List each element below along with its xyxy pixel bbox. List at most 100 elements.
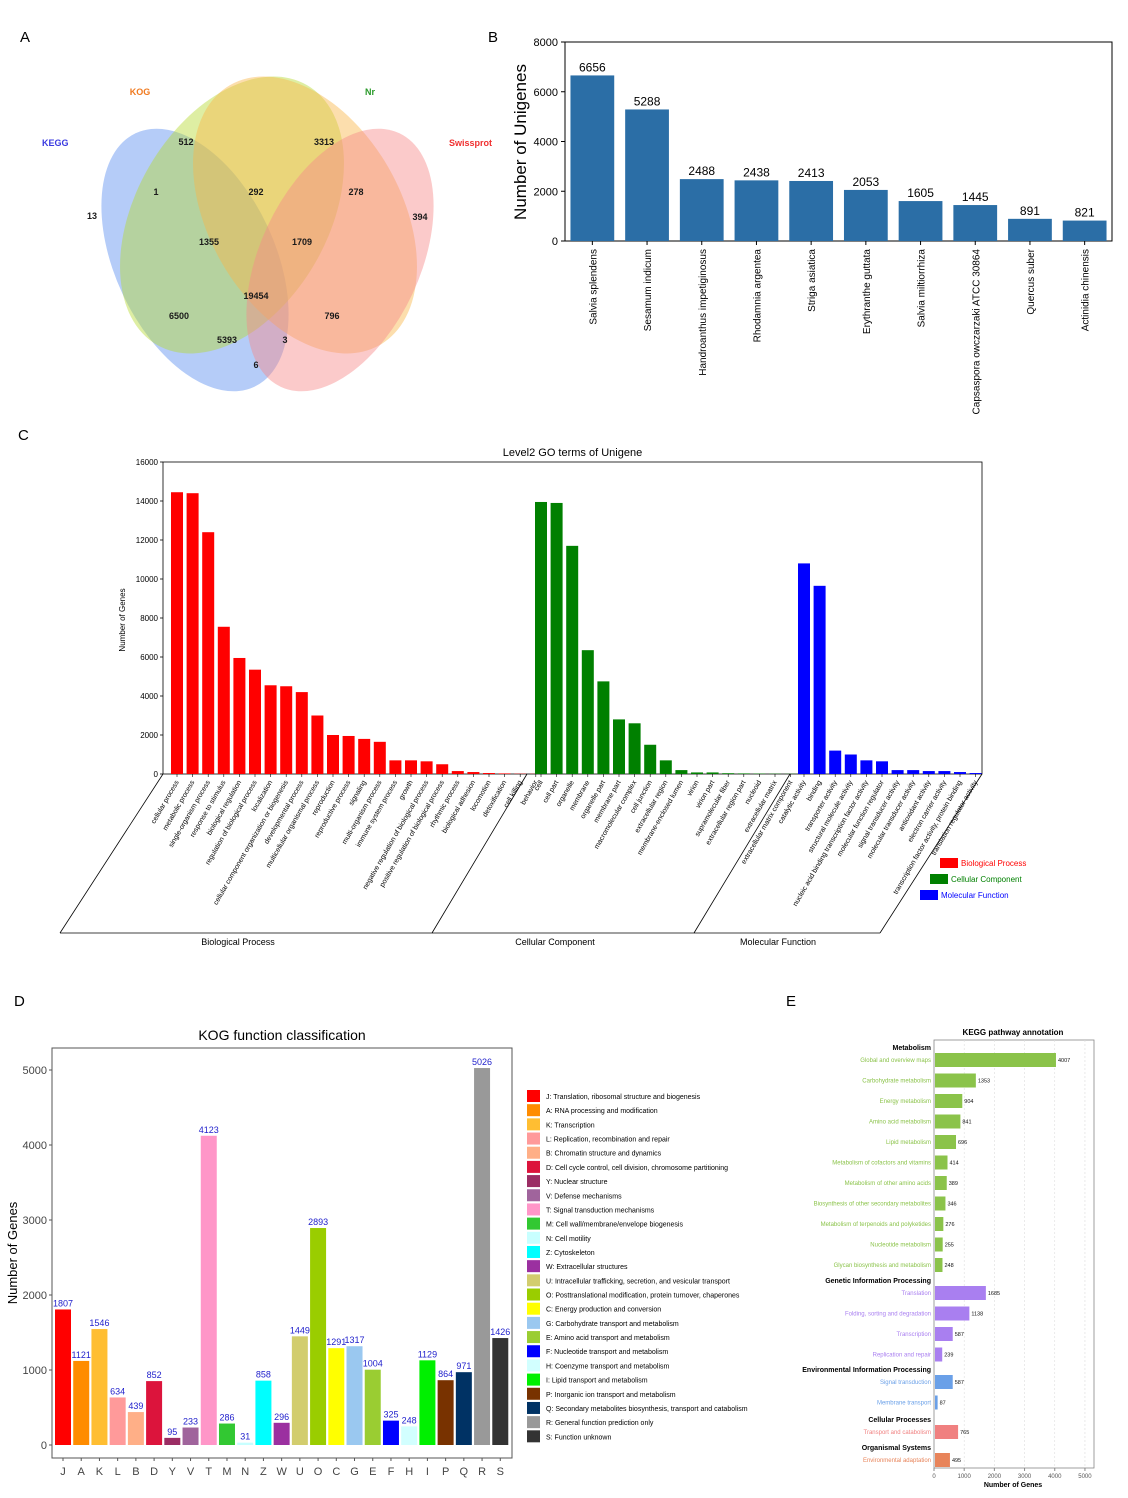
kog-bar bbox=[164, 1437, 181, 1445]
kog-data-label: 2893 bbox=[308, 1217, 328, 1227]
kog-bar bbox=[127, 1412, 144, 1445]
go-group-divider bbox=[59, 773, 164, 934]
species-y-tick-label: 0 bbox=[552, 236, 558, 248]
go-bar bbox=[722, 773, 735, 774]
kog-x-tick-label: M bbox=[222, 1466, 231, 1478]
species-bar bbox=[789, 180, 834, 241]
kog-x-tick-label: V bbox=[187, 1466, 195, 1478]
kegg-data-label: 414 bbox=[949, 1161, 958, 1167]
species-x-tick-label: Actinidia chinensis bbox=[1081, 249, 1092, 331]
species-bar-chart: 0 2000 4000 6000 8000 Number of Unigenes 6656 S… bbox=[511, 37, 1113, 414]
go-bar bbox=[436, 764, 449, 774]
kog-data-label: 858 bbox=[256, 1370, 271, 1380]
venn-region-value: 1355 bbox=[199, 237, 219, 247]
kog-legend-label: R: General function prediction only bbox=[546, 1420, 654, 1427]
kog-x-tick-label: B bbox=[132, 1466, 139, 1478]
venn-label-kegg: KEGG bbox=[42, 138, 69, 148]
kegg-bar bbox=[935, 1347, 943, 1362]
kegg-x-tick-label: 3000 bbox=[1018, 1474, 1032, 1480]
species-data-label: 821 bbox=[1075, 206, 1095, 220]
venn-set-kog bbox=[120, 76, 344, 354]
kegg-y-tick-label: Replication and repair bbox=[873, 1353, 931, 1359]
kog-legend-label: W: Extracellular structures bbox=[546, 1264, 628, 1271]
kog-legend-label: C: Energy production and conversion bbox=[546, 1307, 661, 1314]
go-bar bbox=[373, 741, 386, 774]
kog-bar bbox=[310, 1228, 327, 1445]
venn-region-value: 512 bbox=[178, 137, 193, 147]
kegg-group-header: Organismal Systems bbox=[862, 1445, 931, 1452]
species-bar bbox=[679, 179, 724, 241]
kog-bar bbox=[328, 1348, 345, 1445]
kegg-bar bbox=[935, 1306, 970, 1321]
kog-title: KOG function classification bbox=[198, 1027, 365, 1043]
kog-x-tick-label: A bbox=[78, 1466, 86, 1478]
kog-data-label: 4123 bbox=[199, 1125, 219, 1135]
kegg-data-label: 696 bbox=[958, 1140, 967, 1146]
kog-legend-swatch bbox=[527, 1260, 540, 1273]
species-x-tick-label: Salvia splendens bbox=[588, 249, 599, 325]
go-legend-swatch bbox=[930, 874, 948, 884]
kog-bar bbox=[419, 1360, 436, 1445]
kegg-bar-chart: 0 1000 2000 3000 4000 5000 KEGG pathway annota… bbox=[802, 1028, 1095, 1489]
species-y-tick-label: 8000 bbox=[534, 37, 558, 49]
kog-data-label: 325 bbox=[383, 1410, 398, 1420]
kog-bar bbox=[237, 1442, 254, 1445]
kog-x-tick-label: Q bbox=[460, 1466, 469, 1478]
kegg-x-axis-title: Number of Genes bbox=[984, 1482, 1042, 1489]
kog-legend-label: L: Replication, recombination and repair bbox=[546, 1137, 670, 1144]
kog-legend-label: S: Function unknown bbox=[546, 1434, 611, 1441]
go-legend-swatch bbox=[920, 890, 938, 900]
kegg-data-label: 346 bbox=[947, 1202, 956, 1208]
species-x-tick-label: Striga asiatica bbox=[807, 249, 818, 312]
kog-x-tick-label: F bbox=[388, 1466, 395, 1478]
kegg-y-tick-label: Environmental adaptation bbox=[863, 1458, 931, 1464]
kog-legend-label: B: Chromatin structure and dynamics bbox=[546, 1151, 662, 1158]
go-bar bbox=[295, 692, 308, 774]
kog-bar bbox=[200, 1135, 217, 1445]
kegg-bar bbox=[935, 1176, 947, 1190]
kegg-data-label: 841 bbox=[962, 1120, 971, 1126]
kegg-x-tick-label: 0 bbox=[932, 1474, 936, 1480]
go-bar bbox=[644, 744, 657, 774]
kog-data-label: 1426 bbox=[490, 1327, 510, 1337]
go-legend-swatch bbox=[940, 858, 958, 868]
go-bar bbox=[613, 719, 625, 774]
kegg-y-tick-label: Nucleotide metabolism bbox=[870, 1243, 931, 1249]
kog-bar bbox=[455, 1372, 472, 1445]
venn-region-value: 3 bbox=[282, 335, 287, 345]
go-bar bbox=[405, 760, 417, 774]
kegg-group-header: Cellular Processes bbox=[868, 1417, 931, 1424]
go-bar bbox=[171, 492, 183, 774]
venn-region-value: 278 bbox=[348, 187, 363, 197]
kegg-group-header: Environmental Information Processing bbox=[802, 1367, 931, 1374]
kog-bar-chart: KOG function classification 0 1000 2000 3000… bbox=[5, 1027, 748, 1478]
kog-x-tick-label: N bbox=[241, 1466, 249, 1478]
kog-bar bbox=[91, 1329, 108, 1445]
go-bar bbox=[467, 772, 480, 774]
venn-diagram: KEGG KOG Nr Swissprot 13 512 3313 394 1 292 278 135… bbox=[42, 76, 492, 392]
go-bar bbox=[389, 760, 402, 774]
go-bar bbox=[860, 760, 873, 774]
kog-data-label: 248 bbox=[402, 1415, 417, 1425]
go-bar bbox=[451, 771, 464, 774]
kegg-y-tick-label: Glycan biosynthesis and metabolism bbox=[834, 1263, 931, 1269]
kegg-bar bbox=[935, 1196, 946, 1211]
species-x-tick-label: Erythranthe guttata bbox=[862, 249, 873, 334]
kog-x-tick-label: D bbox=[150, 1466, 158, 1478]
kegg-data-label: 1353 bbox=[978, 1079, 990, 1085]
kog-legend-swatch bbox=[527, 1387, 540, 1400]
kog-legend-label: O: Posttranslational modification, prote… bbox=[546, 1293, 740, 1300]
kegg-data-label: 587 bbox=[955, 1380, 964, 1386]
kegg-data-label: 587 bbox=[955, 1332, 964, 1338]
go-bar bbox=[186, 493, 199, 774]
go-bar bbox=[217, 626, 230, 774]
species-x-tick-label: Handroanthus impetiginosus bbox=[698, 249, 709, 376]
kog-x-tick-label: U bbox=[296, 1466, 304, 1478]
kog-legend-swatch bbox=[527, 1146, 540, 1159]
go-bar bbox=[311, 715, 324, 774]
go-y-tick-label: 4000 bbox=[140, 692, 158, 701]
go-x-tick-label: cell bbox=[533, 779, 545, 792]
kog-bar bbox=[492, 1338, 509, 1445]
kog-y-tick-label: 3000 bbox=[23, 1215, 47, 1227]
go-bar bbox=[327, 735, 339, 774]
